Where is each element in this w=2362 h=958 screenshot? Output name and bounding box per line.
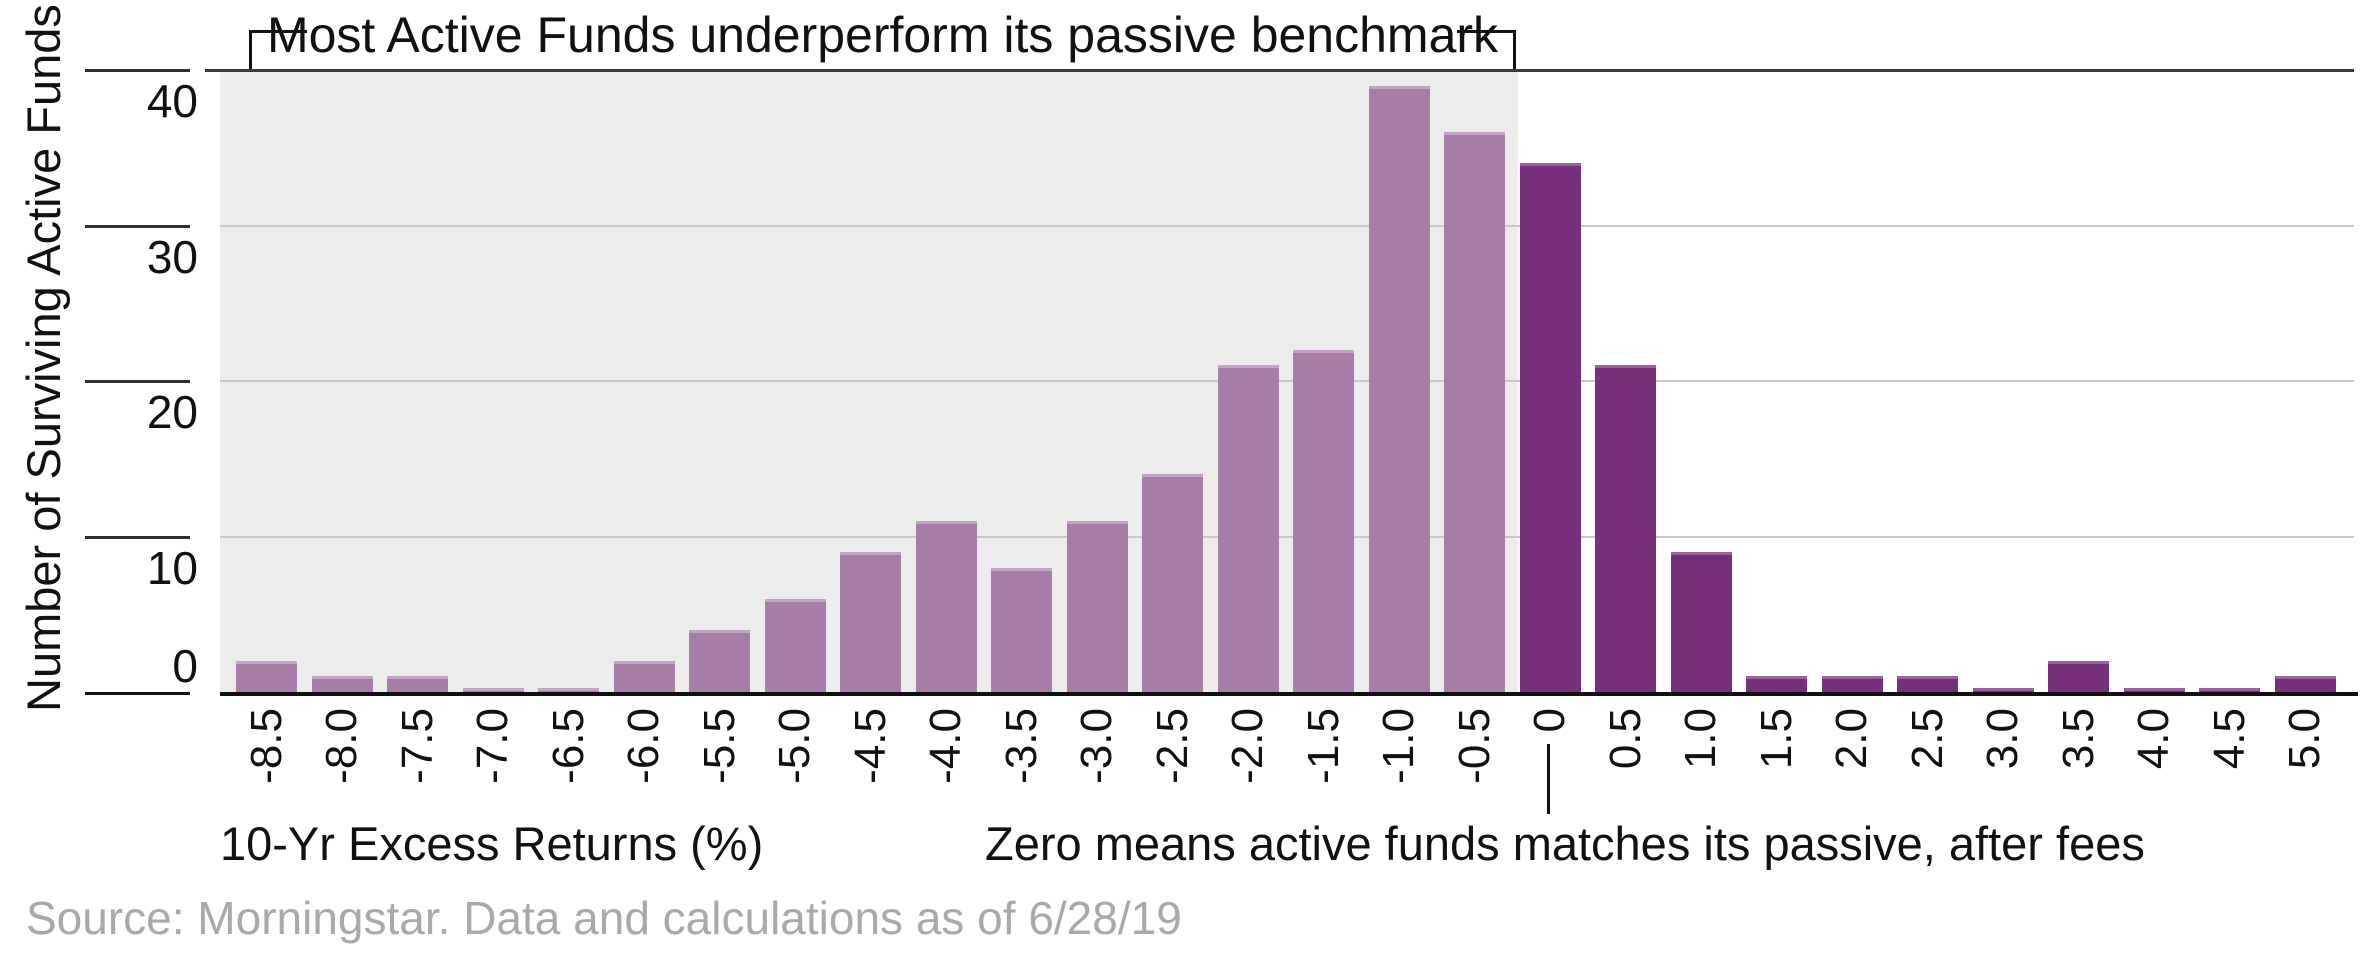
x-tick-label--8.0: -8.0 xyxy=(317,708,366,784)
x-tick-label--1.0: -1.0 xyxy=(1374,708,1423,784)
bar-1.0 xyxy=(1671,552,1732,692)
bar--4.0 xyxy=(916,521,977,692)
bar--6.0 xyxy=(614,661,675,692)
y-tick-label-10: 10 xyxy=(146,542,198,594)
bar--5.0 xyxy=(765,599,826,692)
x-tick-label-2.5: 2.5 xyxy=(1903,708,1952,770)
x-tick-label--5.0: -5.0 xyxy=(770,708,819,784)
x-axis-title: 10-Yr Excess Returns (%) xyxy=(220,817,764,870)
bar-2.5 xyxy=(1897,676,1958,692)
zero-annotation: Zero means active funds matches its pass… xyxy=(985,817,2145,870)
bar-2.0 xyxy=(1822,676,1883,692)
y-tick-label-20: 20 xyxy=(146,386,198,438)
x-tick-label--3.0: -3.0 xyxy=(1072,708,1121,784)
bar-3.5 xyxy=(2048,661,2109,692)
bar-1.5 xyxy=(1746,676,1807,692)
bar-0.5 xyxy=(1595,365,1656,692)
bar-3.0 xyxy=(1973,688,2034,692)
x-tick-label--2.5: -2.5 xyxy=(1148,708,1197,784)
bar--6.5 xyxy=(538,688,599,692)
title-bracket-right-vertical xyxy=(1513,30,1516,72)
bar-5.0 xyxy=(2275,676,2336,692)
bar-0 xyxy=(1520,163,1581,692)
bar-4.5 xyxy=(2199,688,2260,692)
bar--1.0 xyxy=(1369,86,1430,692)
bar--8.0 xyxy=(312,676,373,692)
y-tick-0 xyxy=(85,692,190,695)
x-tick-label--4.0: -4.0 xyxy=(921,708,970,784)
x-tick-label--3.5: -3.5 xyxy=(997,708,1046,784)
bar--7.5 xyxy=(387,676,448,692)
y-tick-40 xyxy=(85,69,190,72)
y-tick-30 xyxy=(85,225,190,228)
x-axis-line xyxy=(220,692,2358,696)
y-tick-20 xyxy=(85,380,190,383)
bar--4.5 xyxy=(840,552,901,692)
y-tick-label-40: 40 xyxy=(146,75,198,127)
plot-top-border xyxy=(205,69,2354,72)
x-tick-label--1.5: -1.5 xyxy=(1299,708,1348,784)
x-tick-label-2.0: 2.0 xyxy=(1827,708,1876,770)
x-tick-label-5.0: 5.0 xyxy=(2280,708,2329,770)
bar-4.0 xyxy=(2124,688,2185,692)
bar--0.5 xyxy=(1444,132,1505,692)
source-note: Source: Morningstar. Data and calculatio… xyxy=(26,892,1182,944)
x-tick-label-3.5: 3.5 xyxy=(2054,708,2103,770)
x-tick-label-0.5: 0.5 xyxy=(1601,708,1650,770)
x-tick-label--6.5: -6.5 xyxy=(544,708,593,784)
x-tick-label--7.0: -7.0 xyxy=(468,708,517,784)
bar--8.5 xyxy=(236,661,297,692)
chart-title: Most Active Funds underperform its passi… xyxy=(266,7,1499,63)
bar--7.0 xyxy=(463,688,524,692)
x-tick-label-1.0: 1.0 xyxy=(1676,708,1725,770)
title-bracket-left-vertical xyxy=(249,30,252,72)
bar--5.5 xyxy=(689,630,750,692)
x-tick-label--5.5: -5.5 xyxy=(695,708,744,784)
y-tick-label-30: 30 xyxy=(146,231,198,283)
y-tick-10 xyxy=(85,536,190,539)
bar--2.5 xyxy=(1142,474,1203,692)
bar--1.5 xyxy=(1293,350,1354,692)
gridline-10 xyxy=(220,536,2354,538)
x-tick-label--8.5: -8.5 xyxy=(242,708,291,784)
y-tick-label-0: 0 xyxy=(172,640,198,692)
x-tick-label--4.5: -4.5 xyxy=(846,708,895,784)
x-tick-label-0: 0 xyxy=(1525,708,1574,733)
x-tick-label-4.5: 4.5 xyxy=(2205,708,2254,770)
bar--3.0 xyxy=(1067,521,1128,692)
x-tick-label--2.0: -2.0 xyxy=(1223,708,1272,784)
zero-annotation-connector-line xyxy=(1547,744,1550,814)
x-tick-label--7.5: -7.5 xyxy=(393,708,442,784)
bar--3.5 xyxy=(991,568,1052,692)
title-bracket-left-horizontal xyxy=(249,30,307,33)
gridline-20 xyxy=(220,380,2354,382)
title-bracket-right-horizontal xyxy=(1457,30,1516,33)
bar--2.0 xyxy=(1218,365,1279,692)
x-tick-label-3.0: 3.0 xyxy=(1978,708,2027,770)
x-tick-label--6.0: -6.0 xyxy=(619,708,668,784)
x-tick-label-4.0: 4.0 xyxy=(2129,708,2178,770)
gridline-30 xyxy=(220,225,2354,227)
x-tick-label-1.5: 1.5 xyxy=(1752,708,1801,770)
x-tick-label--0.5: -0.5 xyxy=(1450,708,1499,784)
